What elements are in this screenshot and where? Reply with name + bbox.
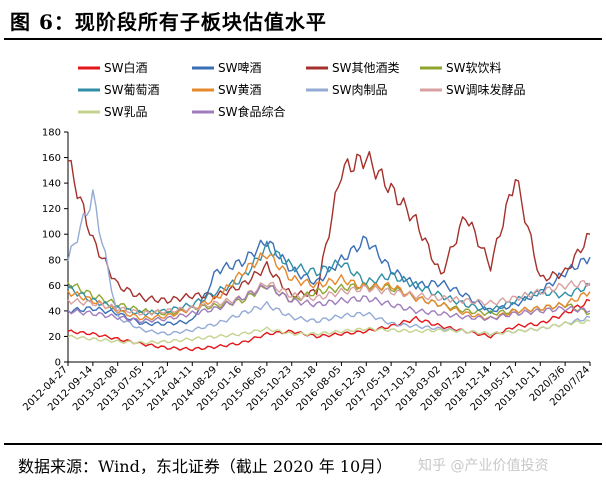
series-line bbox=[67, 240, 591, 317]
series-line bbox=[67, 252, 591, 321]
legend-entry: SW乳品 bbox=[104, 105, 147, 119]
series-line bbox=[67, 284, 591, 324]
legend-entry: SW软饮料 bbox=[446, 61, 501, 75]
y-tick-label: 100 bbox=[42, 230, 61, 241]
y-tick-label: 140 bbox=[42, 179, 61, 190]
series-line bbox=[67, 279, 591, 316]
figure-header: 图 6：现阶段所有子板块估值水平 bbox=[0, 0, 606, 40]
source-note: 数据来源：Wind，东北证券（截止 2020 年 10月） bbox=[18, 457, 393, 476]
series-line bbox=[67, 150, 591, 304]
figure-title: 图 6：现阶段所有子板块估值水平 bbox=[10, 10, 327, 34]
line-chart: SW白酒 SW啤酒 SW其他酒类 SW软饮料 SW葡萄酒 SW黄酒 SW肉制品 SW调味发酵品… bbox=[21, 60, 592, 413]
y-tick-label: 40 bbox=[48, 306, 61, 317]
legend-entry: SW啤酒 bbox=[218, 60, 261, 75]
source-divider bbox=[4, 443, 602, 445]
legend-entry: SW白酒 bbox=[104, 60, 147, 75]
series-line bbox=[67, 235, 591, 327]
legend-entry: SW食品综合 bbox=[218, 104, 285, 119]
y-tick-label: 0 bbox=[55, 358, 61, 369]
series-line bbox=[67, 298, 591, 352]
legend-entry: SW肉制品 bbox=[332, 83, 387, 97]
watermark: 知乎 @产业价值投资 bbox=[418, 458, 549, 474]
legend-entry: SW黄酒 bbox=[218, 83, 261, 97]
y-tick-label: 120 bbox=[42, 204, 61, 215]
title-divider bbox=[4, 38, 602, 40]
y-tick-label: 160 bbox=[42, 153, 61, 164]
legend-entry: SW其他酒类 bbox=[332, 61, 399, 75]
series-line bbox=[67, 319, 591, 345]
y-tick-label: 60 bbox=[48, 281, 61, 292]
y-tick-label: 80 bbox=[48, 255, 61, 266]
y-tick-label: 20 bbox=[48, 332, 61, 343]
legend-entry: SW调味发酵品 bbox=[446, 82, 525, 97]
y-tick-label: 180 bbox=[42, 128, 61, 139]
legend-entry: SW葡萄酒 bbox=[104, 83, 159, 97]
